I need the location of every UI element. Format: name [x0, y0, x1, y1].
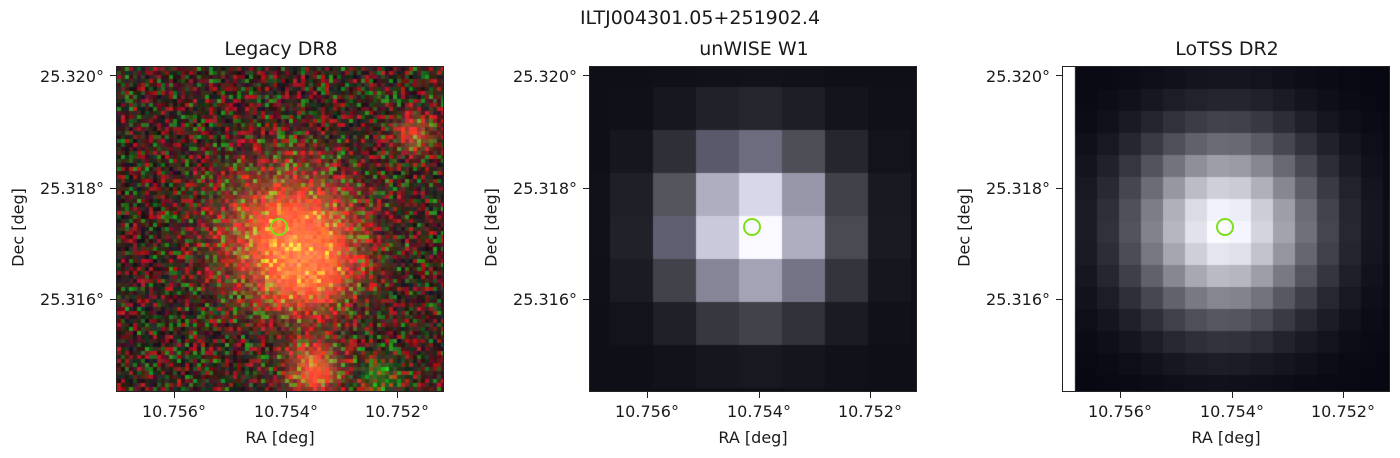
- source-marker: [1216, 218, 1234, 236]
- x-axis-label: RA [deg]: [245, 428, 315, 447]
- y-tick: [110, 75, 116, 76]
- y-tick: [583, 188, 589, 189]
- panel-legacy: Legacy DR8 Dec [deg] 25.320° 25.318° 25.…: [0, 0, 470, 458]
- x-tick: [286, 392, 287, 398]
- x-axis-label: RA [deg]: [1191, 428, 1261, 447]
- x-tick: [870, 392, 871, 398]
- figure-title: ILTJ004301.05+251902.4: [579, 7, 821, 29]
- x-tick-label: 10.752°: [838, 402, 902, 421]
- y-tick: [1056, 75, 1062, 76]
- source-marker: [743, 218, 761, 236]
- lotss-image: [1062, 66, 1390, 392]
- x-tick-label: 10.756°: [142, 402, 206, 421]
- y-tick-label: 25.316°: [40, 290, 104, 309]
- x-tick-label: 10.756°: [615, 402, 679, 421]
- y-tick: [583, 299, 589, 300]
- x-tick: [397, 392, 398, 398]
- unwise-image: [589, 66, 917, 392]
- source-marker: [270, 218, 288, 236]
- y-tick: [110, 299, 116, 300]
- panel-title: Legacy DR8: [224, 38, 338, 60]
- y-tick-label: 25.318°: [40, 179, 104, 198]
- panel-unwise: unWISE W1 Dec [deg] 25.320° 25.318° 25.3…: [473, 0, 943, 458]
- x-tick-label: 10.752°: [365, 402, 429, 421]
- legacy-image: [116, 66, 444, 392]
- y-tick-label: 25.316°: [513, 290, 577, 309]
- x-tick-label: 10.752°: [1311, 402, 1375, 421]
- y-tick-label: 25.316°: [986, 290, 1050, 309]
- x-tick-label: 10.756°: [1088, 402, 1152, 421]
- x-tick: [1120, 392, 1121, 398]
- y-tick-label: 25.320°: [40, 67, 104, 86]
- x-tick: [174, 392, 175, 398]
- x-tick-label: 10.754°: [254, 402, 318, 421]
- x-tick: [1232, 392, 1233, 398]
- x-tick-label: 10.754°: [727, 402, 791, 421]
- panel-lotss: LoTSS DR2 Dec [deg] 25.320° 25.318° 25.3…: [946, 0, 1400, 458]
- y-tick: [1056, 299, 1062, 300]
- x-axis-label: RA [deg]: [718, 428, 788, 447]
- y-tick: [110, 188, 116, 189]
- panel-title: unWISE W1: [699, 38, 809, 60]
- x-tick-label: 10.754°: [1200, 402, 1264, 421]
- y-tick-label: 25.320°: [513, 67, 577, 86]
- y-tick: [583, 75, 589, 76]
- y-tick-label: 25.318°: [513, 179, 577, 198]
- y-tick-label: 25.318°: [986, 179, 1050, 198]
- y-tick-label: 25.320°: [986, 67, 1050, 86]
- x-tick: [759, 392, 760, 398]
- x-tick: [1343, 392, 1344, 398]
- panel-title: LoTSS DR2: [1175, 38, 1279, 60]
- y-tick: [1056, 188, 1062, 189]
- x-tick: [647, 392, 648, 398]
